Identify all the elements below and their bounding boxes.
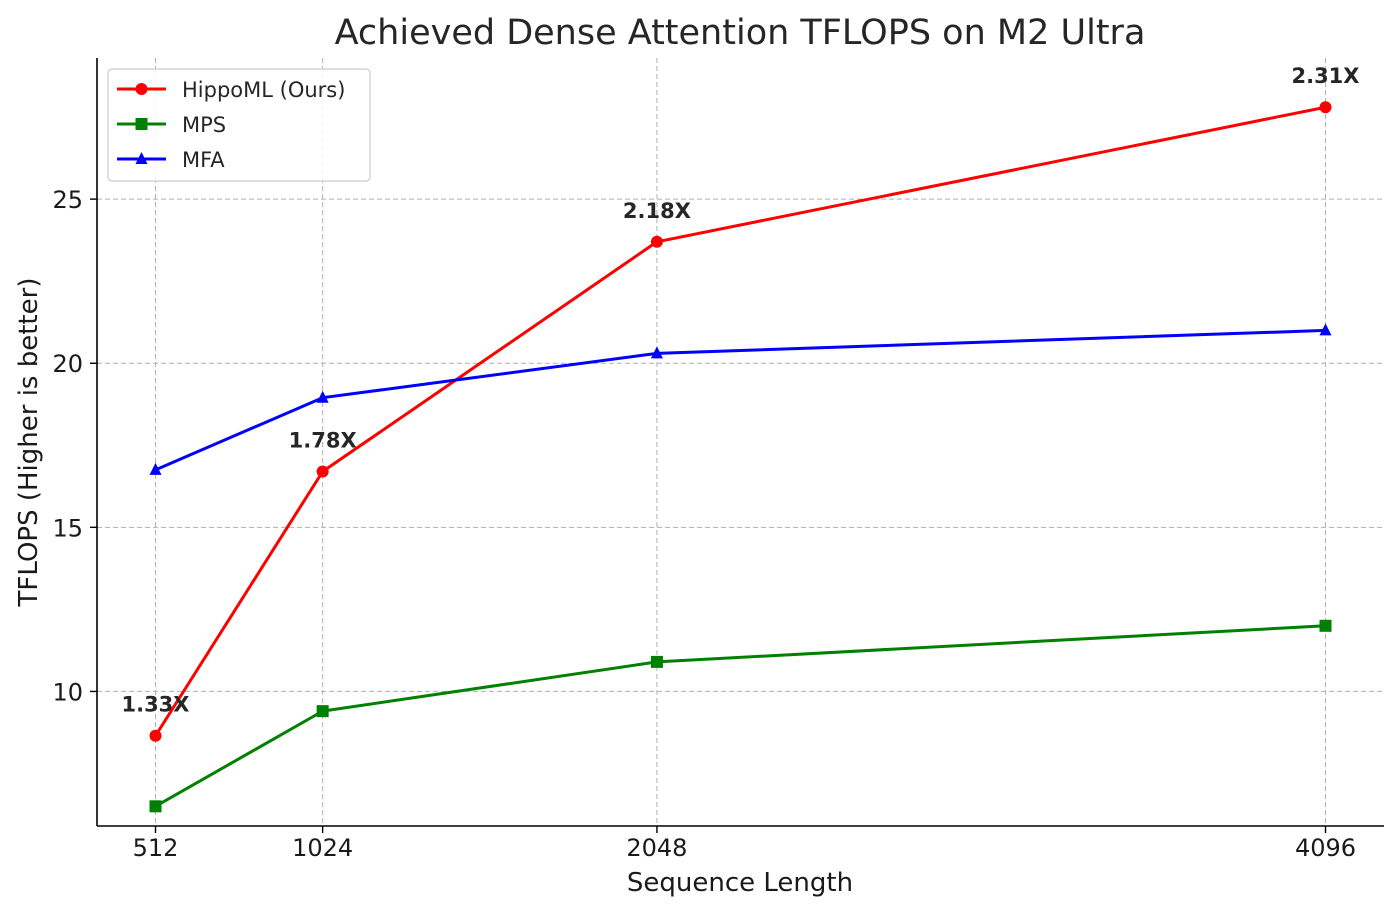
series-line-1 [154, 624, 1326, 808]
data-point-0 [149, 729, 162, 742]
legend-box [107, 68, 371, 182]
data-point-0 [650, 235, 663, 248]
series-line-2 [154, 328, 1326, 472]
grid-lines [97, 58, 1384, 826]
legend-label: MFA [182, 148, 225, 172]
y-tick-label: 10 [52, 678, 83, 706]
axis-ticks: 512 1024 2048 4096 10 15 20 25 [52, 186, 1356, 862]
data-series [149, 101, 1332, 813]
annotation-label: 1.33X [121, 693, 189, 717]
data-point-1 [650, 655, 663, 668]
data-point-0 [316, 465, 329, 478]
data-point-1 [1319, 619, 1332, 632]
x-tick-label: 4096 [1295, 834, 1356, 862]
y-tick-label: 20 [52, 350, 83, 378]
data-point-0 [1319, 101, 1332, 114]
y-axis-label: TFLOPS (Higher is better) [14, 278, 44, 608]
data-point-2 [650, 346, 663, 359]
data-point-1 [316, 705, 329, 718]
legend-marker-0 [135, 83, 148, 95]
x-tick-label: 1024 [292, 834, 353, 862]
data-point-2 [316, 390, 329, 403]
x-axis-label: Sequence Length [627, 868, 853, 898]
data-point-2 [149, 462, 162, 475]
data-point-2 [1319, 323, 1332, 336]
y-tick-label: 15 [52, 514, 83, 542]
legend: HippoML (Ours) MPS MFA [107, 68, 371, 182]
legend-label: HippoML (Ours) [182, 78, 345, 102]
annotations: 1.33X 1.78X 2.18X 2.31X [121, 64, 1359, 717]
annotation-label: 1.78X [289, 429, 357, 453]
legend-marker-2 [135, 152, 148, 164]
y-tick-label: 25 [52, 186, 83, 214]
x-tick-label: 512 [133, 834, 179, 862]
legend-label: MPS [182, 113, 226, 137]
x-tick-label: 2048 [626, 834, 687, 862]
series-line-0 [154, 105, 1326, 737]
annotation-label: 2.31X [1291, 64, 1359, 88]
data-point-1 [149, 800, 162, 813]
legend-marker-1 [135, 118, 148, 130]
chart-title: Achieved Dense Attention TFLOPS on M2 Ul… [335, 13, 1146, 53]
annotation-label: 2.18X [623, 199, 691, 223]
